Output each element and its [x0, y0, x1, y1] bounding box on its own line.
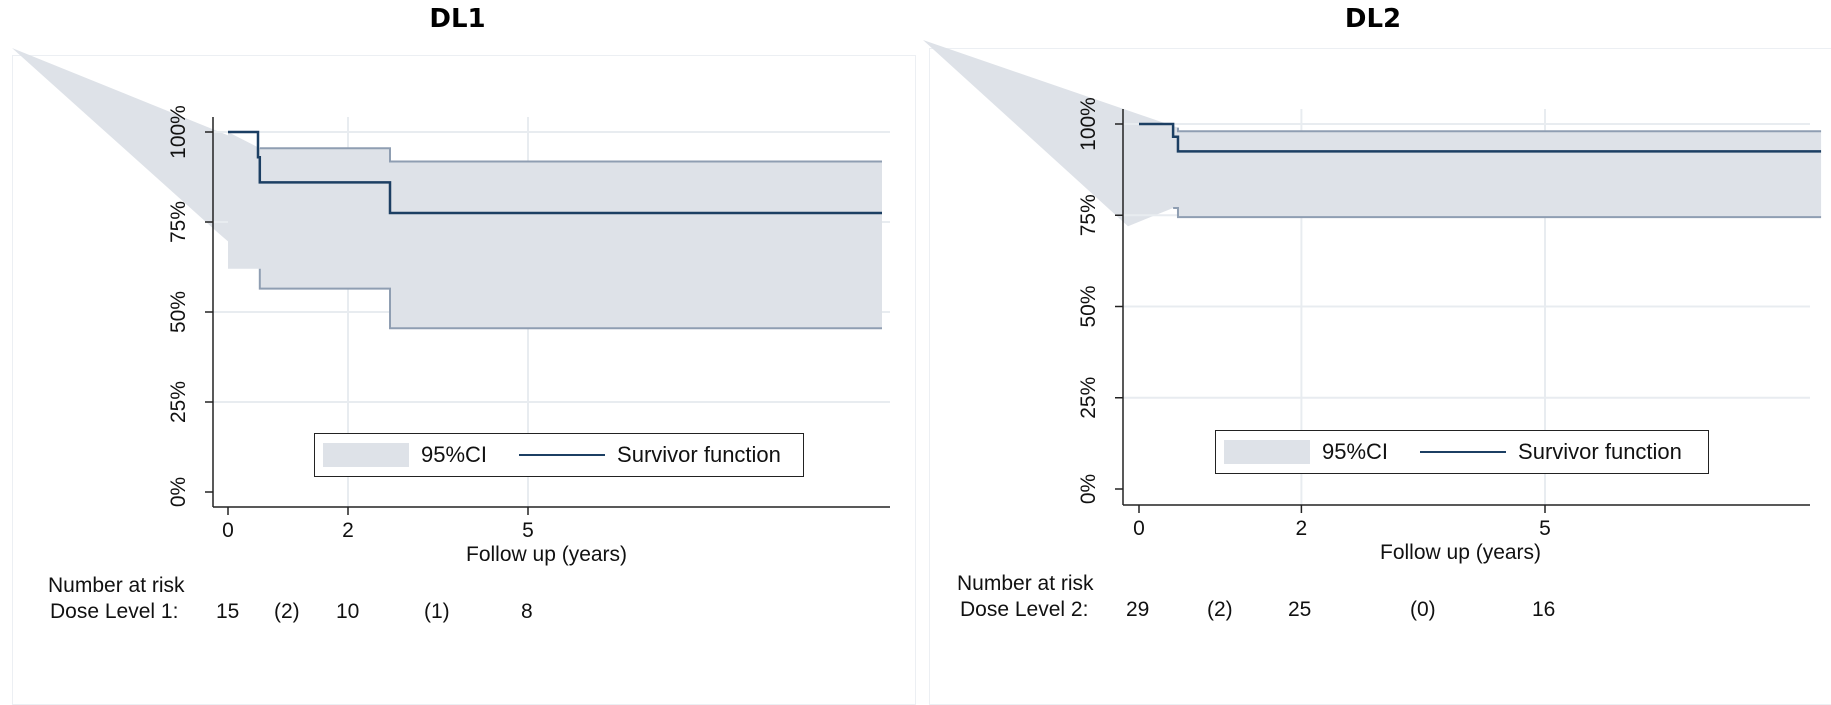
- ci-lower-line: [258, 268, 882, 330]
- x-tick-label: 5: [1539, 517, 1551, 540]
- ci-wedge: [12, 48, 260, 269]
- ci-upper-line: [259, 147, 882, 163]
- risk-value: (2): [274, 600, 300, 623]
- y-tick-label: 25%: [1077, 377, 1100, 419]
- y-tick-label: 100%: [1077, 97, 1100, 151]
- x-tick-label: 2: [342, 519, 354, 542]
- y-tick-label: 0%: [1077, 474, 1100, 504]
- x-tick-label: 2: [1296, 517, 1308, 540]
- legend-label-ci: 95%CI: [421, 442, 488, 467]
- risk-table-heading: Number at risk: [957, 572, 1094, 595]
- risk-value: 25: [1288, 598, 1312, 621]
- x-tick-label: 0: [222, 519, 234, 542]
- x-tick-label: 5: [522, 519, 534, 542]
- legend-swatch-ci: [1224, 440, 1310, 464]
- risk-value: 16: [1532, 598, 1556, 621]
- survivor-line: [228, 130, 882, 215]
- chart-panel-dl2: DL2 0% 25% 50% 75% 100% 0 2 5 95%CI Survivor fu…: [915, 0, 1831, 705]
- y-tick-label: 50%: [167, 291, 190, 333]
- ci-wedge: [923, 40, 1178, 227]
- legend: 95%CI Survivor function: [314, 433, 804, 477]
- risk-value: 15: [216, 600, 240, 623]
- y-tick-label: 25%: [167, 381, 190, 423]
- ci-lower-line: [1173, 206, 1822, 219]
- km-plot-dl2: 0% 25% 50% 75% 100% 0 2 5: [923, 40, 1822, 540]
- x-axis-title: Follow up (years): [466, 543, 628, 566]
- risk-value: (1): [424, 600, 450, 623]
- legend-label-ci: 95%CI: [1322, 439, 1389, 464]
- y-tick-label: 75%: [167, 201, 190, 243]
- x-axis-title: Follow up (years): [1380, 541, 1542, 564]
- legend-swatch-survivor: [1420, 451, 1507, 453]
- legend-label-survivor: Survivor function: [1518, 439, 1682, 464]
- chart-title: DL2: [1344, 4, 1402, 34]
- risk-value: (0): [1410, 598, 1436, 621]
- legend: 95%CI Survivor function: [1215, 430, 1709, 474]
- risk-group-label: Dose Level 2:: [960, 598, 1089, 621]
- y-tick-label: 50%: [1077, 285, 1100, 327]
- ci-band: [1139, 124, 1822, 218]
- legend-label-survivor: Survivor function: [617, 442, 781, 467]
- x-tick-label: 0: [1133, 517, 1145, 540]
- legend-swatch-survivor: [519, 454, 606, 456]
- risk-value: 8: [521, 600, 533, 623]
- ci-upper-line: [1176, 127, 1822, 133]
- risk-group-label: Dose Level 1:: [50, 600, 179, 623]
- risk-table-heading: Number at risk: [48, 574, 185, 597]
- risk-value: (2): [1207, 598, 1233, 621]
- chart-title: DL1: [429, 4, 486, 34]
- ci-band: [228, 132, 882, 329]
- legend-swatch-ci: [323, 443, 409, 467]
- y-tick-label: 75%: [1077, 194, 1100, 236]
- chart-panel-dl1: DL1 0% 25% 50% 75% 100% 0 2 5 95%CI Survivor fu…: [0, 0, 916, 705]
- survivor-line: [1139, 122, 1822, 153]
- risk-value: 10: [336, 600, 360, 623]
- km-plot-dl1: 0% 25% 50% 75% 100% 0 2 5: [12, 48, 890, 542]
- y-tick-label: 100%: [167, 105, 190, 159]
- risk-value: 29: [1126, 598, 1150, 621]
- y-tick-label: 0%: [167, 477, 190, 507]
